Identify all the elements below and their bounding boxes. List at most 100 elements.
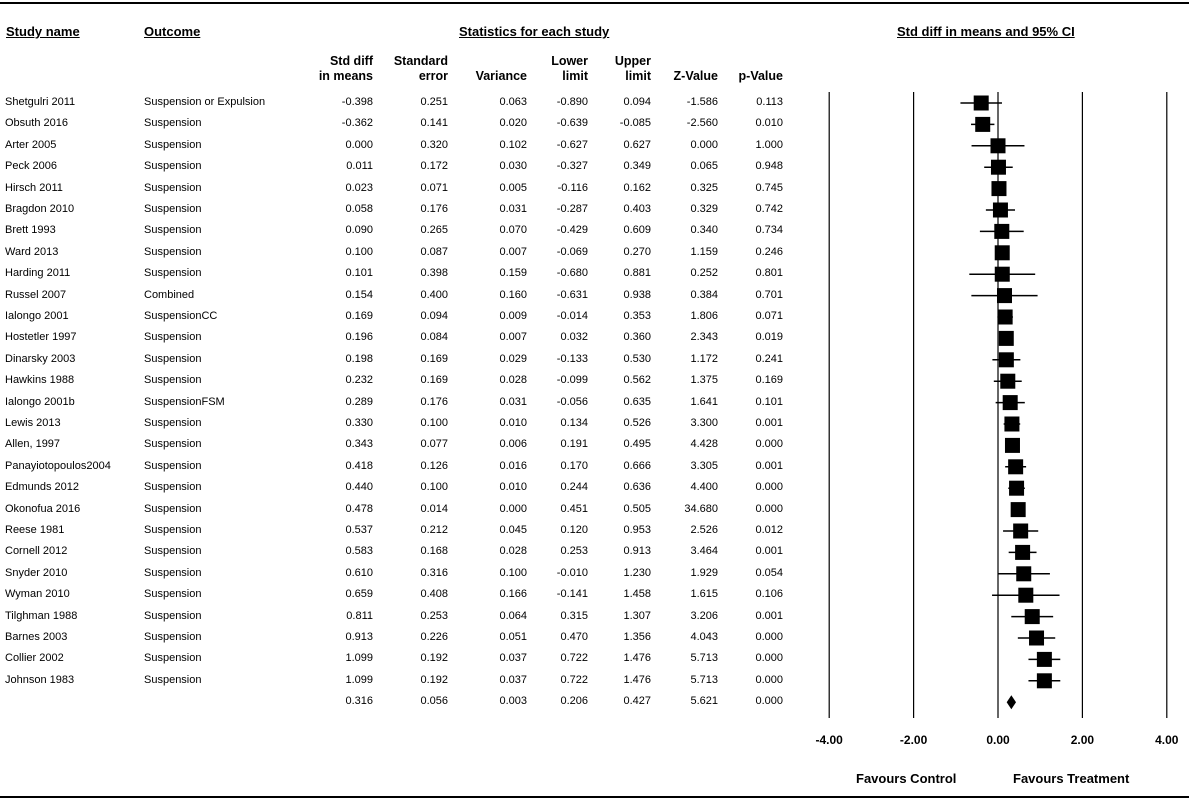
stat-cell-se: 0.077	[420, 438, 448, 451]
point-estimate-marker	[1002, 395, 1018, 411]
outcome-cell: Suspension	[144, 438, 202, 451]
stat-cell-z: -1.586	[686, 96, 718, 108]
stat-cell-z: 2.526	[690, 524, 718, 536]
stat-cell-upper: 1.476	[623, 652, 651, 665]
stat-cell-p: 0.000	[755, 631, 783, 643]
study-name-cell: Wyman 2010	[5, 588, 70, 601]
stat-cell-p: 0.106	[755, 588, 783, 601]
stat-cell-p: 0.246	[755, 245, 783, 258]
column-header-line1: Lower	[551, 54, 588, 68]
study-name-cell: Tilghman 1988	[5, 609, 78, 622]
stat-cell-upper: 0.505	[623, 502, 651, 515]
outcome-cell: Suspension	[144, 545, 202, 558]
point-estimate-marker	[994, 245, 1010, 261]
stat-cell-lower: -0.010	[556, 566, 588, 579]
stat-cell-p: 0.241	[755, 352, 783, 365]
stat-cell-z: 0.329	[690, 203, 718, 215]
stat-cell-upper: 0.094	[623, 96, 651, 108]
stat-cell-variance: 0.007	[499, 331, 527, 344]
stat-cell-p: 0.000	[755, 481, 783, 494]
stat-cell-variance: 0.159	[499, 267, 527, 280]
stat-cell-lower: 0.032	[560, 331, 588, 344]
column-header-line2: limit	[625, 69, 651, 83]
outcome-cell: Suspension	[144, 352, 202, 365]
point-estimate-marker	[1018, 587, 1034, 603]
study-name-cell: Panayiotopoulos2004	[5, 459, 111, 472]
stat-cell-lower: 0.451	[560, 502, 588, 515]
study-name-cell: Hawkins 1988	[5, 374, 75, 387]
stat-cell-lower: 0.253	[560, 545, 588, 558]
stat-cell-z: 3.305	[690, 459, 718, 472]
column-header-line2: limit	[562, 69, 588, 83]
stat-cell-lower: -0.014	[556, 310, 588, 322]
stat-cell-variance: 0.166	[499, 588, 527, 601]
stat-cell-p: 0.001	[755, 609, 783, 622]
study-name-cell: Edmunds 2012	[5, 481, 79, 494]
stat-cell-std-diff: 0.811	[346, 609, 373, 622]
stat-cell-p: 0.000	[755, 652, 783, 665]
study-name-cell: Shetgulri 2011	[5, 96, 76, 108]
stat-cell-se: 0.320	[420, 138, 448, 151]
stat-cell-upper: 0.938	[623, 288, 651, 301]
stat-cell-lower: 0.170	[560, 459, 588, 472]
stat-cell-lower: -0.099	[556, 374, 588, 387]
study-name-cell: Ward 2013	[5, 245, 59, 258]
favours-treatment-label: Favours Treatment	[1013, 771, 1130, 786]
stat-cell-upper: 1.458	[623, 588, 651, 601]
stat-cell-se: 0.084	[420, 331, 448, 344]
stat-cell-variance: 0.031	[499, 203, 527, 215]
stat-cell-se: 0.192	[420, 652, 448, 665]
study-name-cell: Ialongo 2001b	[5, 395, 75, 408]
stat-cell-upper: 0.636	[623, 481, 651, 494]
stat-cell-p: 0.001	[755, 545, 783, 558]
header-study-name: Study name	[6, 24, 80, 39]
point-estimate-marker	[990, 159, 1006, 175]
outcome-cell: Suspension	[144, 631, 202, 643]
header-plot-title: Std diff in means and 95% CI	[897, 24, 1075, 39]
study-name-cell: Russel 2007	[5, 288, 67, 301]
stat-cell-upper: 0.526	[623, 417, 651, 429]
stat-cell-variance: 0.070	[499, 224, 527, 237]
stat-cell-variance: 0.100	[499, 566, 527, 579]
stat-cell-p: 0.801	[755, 267, 783, 280]
summary-cell-lower: 0.206	[560, 695, 588, 708]
stat-cell-lower: 0.120	[560, 524, 588, 536]
stat-cell-se: 0.316	[420, 566, 448, 579]
stat-cell-upper: 0.666	[623, 459, 651, 472]
study-name-cell: Hostetler 1997	[5, 331, 77, 344]
stat-cell-z: -2.560	[686, 117, 718, 130]
stat-cell-p: 0.101	[755, 395, 783, 408]
stat-cell-variance: 0.010	[499, 417, 527, 429]
outcome-cell: Suspension	[144, 609, 202, 622]
stat-cell-se: 0.100	[420, 417, 448, 429]
outcome-cell: Suspension	[144, 374, 202, 387]
stat-cell-std-diff: 0.330	[345, 417, 373, 429]
stat-cell-upper: 0.162	[623, 181, 651, 194]
study-name-cell: Ialongo 2001	[5, 310, 69, 322]
stat-cell-std-diff: 0.610	[345, 566, 373, 579]
stat-cell-upper: 0.562	[623, 374, 651, 387]
stat-cell-z: 0.065	[690, 160, 718, 173]
stat-cell-lower: -0.631	[556, 288, 588, 301]
x-tick-label: 2.00	[1070, 733, 1095, 747]
stat-cell-std-diff: 0.023	[345, 181, 373, 194]
x-tick-label: -2.00	[899, 733, 928, 747]
stat-cell-variance: 0.000	[499, 502, 527, 515]
study-name-cell: Okonofua 2016	[5, 502, 81, 515]
outcome-cell: Suspension	[144, 481, 202, 494]
stat-cell-upper: 0.353	[623, 310, 651, 322]
stat-cell-lower: 0.244	[560, 481, 588, 494]
stat-cell-variance: 0.051	[499, 631, 527, 643]
point-estimate-marker	[1036, 651, 1052, 667]
study-name-cell: Obsuth 2016	[5, 117, 68, 130]
stat-cell-se: 0.172	[420, 160, 448, 173]
outcome-cell: Suspension	[144, 566, 202, 579]
column-header-std-diff: Std diff in means	[319, 54, 373, 84]
stat-cell-se: 0.126	[420, 459, 448, 472]
stat-cell-variance: 0.037	[499, 673, 527, 686]
stat-cell-z: 34.680	[684, 502, 718, 515]
column-header-line2: in means	[318, 69, 373, 83]
stat-cell-upper: 0.635	[623, 395, 651, 408]
stat-cell-se: 0.169	[420, 352, 448, 365]
stat-cell-std-diff: -0.398	[341, 96, 373, 108]
